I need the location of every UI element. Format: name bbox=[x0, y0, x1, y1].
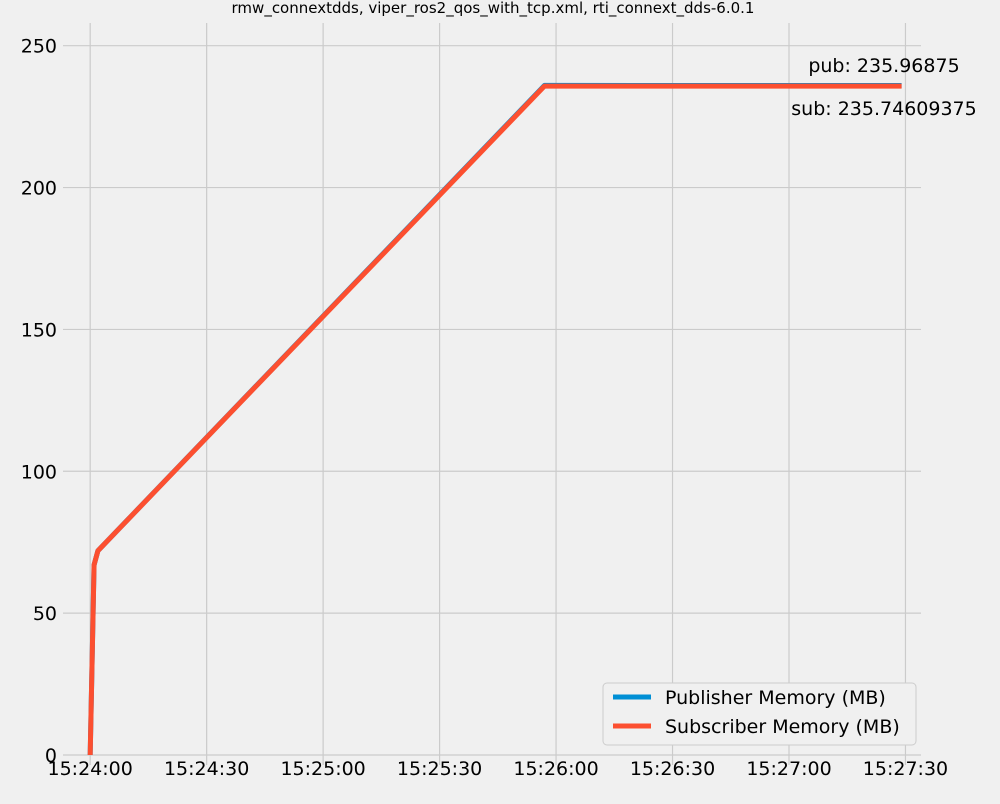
legend: Publisher Memory (MB) Subscriber Memory … bbox=[602, 682, 917, 746]
grid bbox=[63, 23, 921, 765]
x-tick-label: 15:26:30 bbox=[630, 758, 715, 780]
x-tick-label: 15:25:30 bbox=[397, 758, 482, 780]
x-tick-label: 15:27:00 bbox=[746, 758, 831, 780]
x-axis-ticks: 15:24:00 15:24:30 15:25:00 15:25:30 15:26:00… bbox=[48, 758, 949, 780]
y-axis-ticks: 0 50 100 150 200 250 bbox=[21, 36, 57, 767]
y-tick-label: 100 bbox=[21, 461, 57, 483]
x-tick-label: 15:27:30 bbox=[863, 758, 948, 780]
x-tick-label: 15:24:30 bbox=[164, 758, 249, 780]
legend-label-publisher: Publisher Memory (MB) bbox=[665, 687, 886, 709]
sub-annotation: sub: 235.74609375 bbox=[791, 98, 976, 120]
x-tick-label: 15:24:00 bbox=[48, 758, 133, 780]
series-lines bbox=[87, 82, 902, 756]
chart-title: rmw_connextdds, viper_ros2_qos_with_tcp.… bbox=[232, 0, 755, 18]
y-tick-label: 150 bbox=[21, 319, 57, 341]
pub-annotation: pub: 235.96875 bbox=[808, 55, 959, 77]
y-tick-label: 0 bbox=[45, 745, 57, 767]
y-tick-label: 200 bbox=[21, 178, 57, 200]
legend-box bbox=[602, 682, 917, 746]
legend-label-subscriber: Subscriber Memory (MB) bbox=[665, 716, 900, 738]
y-tick-label: 250 bbox=[21, 36, 57, 58]
y-tick-label: 50 bbox=[33, 603, 57, 625]
subscriber-memory-line bbox=[87, 83, 902, 756]
x-tick-label: 15:25:00 bbox=[280, 758, 365, 780]
x-tick-label: 15:26:00 bbox=[513, 758, 598, 780]
